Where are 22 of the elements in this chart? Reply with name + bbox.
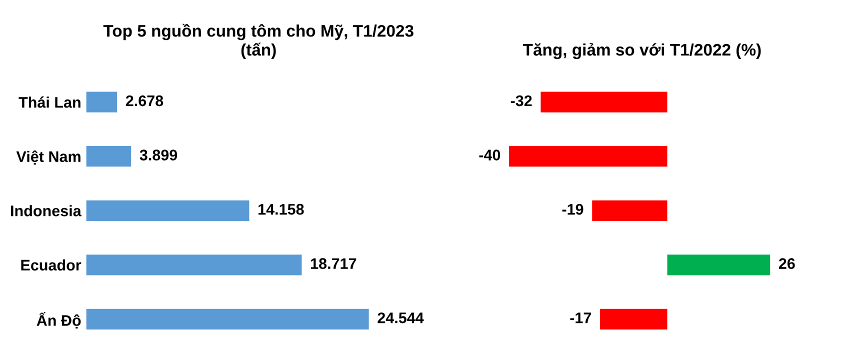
bar [86, 200, 250, 221]
data-label: 24.544 [378, 312, 424, 324]
bar [86, 92, 118, 112]
data-label: 3.899 [140, 150, 178, 160]
data-label: -40 [479, 150, 500, 160]
y-tick-label: Ấn Độ [36, 312, 81, 329]
bar [86, 254, 302, 276]
y-tick-label: Thái Lan [18, 96, 80, 108]
data-label: -32 [510, 95, 532, 106]
chart-title: Top 5 nguồn cung tôm cho Mỹ, T1/2023 (tấn) [103, 24, 414, 59]
data-label: 2.678 [126, 95, 164, 106]
y-tick-label: Việt Nam [16, 150, 80, 165]
y-tick-label: Ecuador [21, 259, 82, 271]
data-label: -19 [562, 204, 584, 215]
data-label: 14.158 [258, 204, 304, 215]
data-label: -17 [570, 312, 592, 324]
chart-title: Tăng, giảm so với T1/2022 (%) [523, 43, 761, 60]
y-tick-label: Indonesia [11, 205, 82, 216]
bar [86, 308, 369, 330]
data-label: 18.717 [311, 258, 356, 269]
data-label: 26 [778, 258, 795, 269]
bar [86, 146, 132, 167]
